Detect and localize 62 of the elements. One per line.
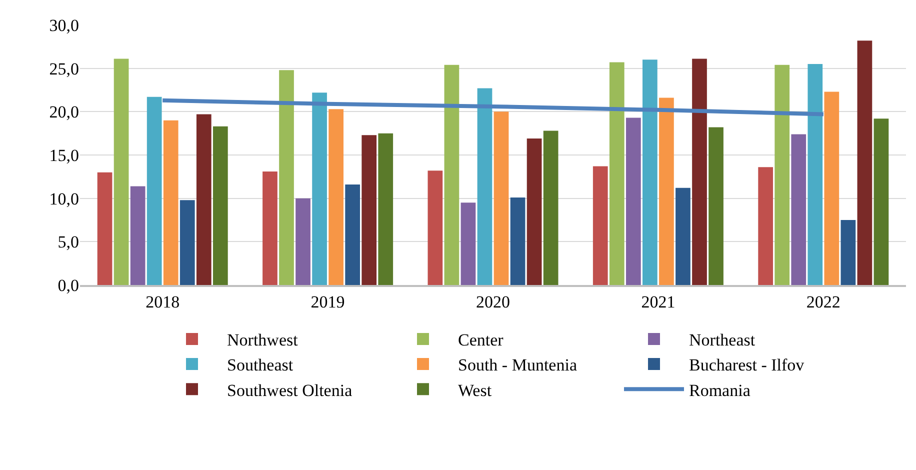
bar <box>592 166 608 285</box>
bar <box>708 127 724 285</box>
x-tick-label: 2021 <box>641 292 676 312</box>
y-tick-label: 15,0 <box>49 146 79 165</box>
bar <box>774 64 790 285</box>
bar <box>196 114 212 285</box>
bar <box>840 220 856 285</box>
bar <box>378 133 394 285</box>
x-tick-label: 2022 <box>806 292 840 312</box>
bar <box>114 58 129 285</box>
x-tick-label: 2019 <box>310 292 345 312</box>
y-tick-label: 30,0 <box>49 16 79 35</box>
bar <box>857 40 872 285</box>
legend-label: Center <box>458 330 504 350</box>
bar <box>791 134 806 285</box>
legend-label: West <box>458 380 492 400</box>
y-tick-label: 5,0 <box>58 232 79 252</box>
bar <box>874 118 889 285</box>
bar <box>428 170 443 285</box>
x-tick-label: 2020 <box>476 292 510 312</box>
bar <box>296 198 310 285</box>
legend-label: Southeast <box>227 356 294 375</box>
bar <box>510 197 526 285</box>
bar <box>692 58 707 285</box>
bar <box>345 184 360 285</box>
bar <box>444 64 460 285</box>
legend-label: Northwest <box>227 330 298 350</box>
bar <box>130 186 146 285</box>
bar <box>163 120 178 285</box>
y-tick-label: 10,0 <box>49 189 79 208</box>
bar <box>212 126 228 285</box>
bar <box>328 109 344 285</box>
bar <box>477 88 492 285</box>
y-tick-label: 20,0 <box>49 102 79 122</box>
bar <box>362 135 377 285</box>
bar <box>609 62 624 285</box>
bar <box>659 98 674 285</box>
legend-label: Bucharest - Ilfov <box>689 356 805 375</box>
bar <box>180 200 195 285</box>
bar <box>543 130 558 285</box>
y-tick-label: 25,0 <box>49 59 79 78</box>
legend-label: Northeast <box>689 330 756 350</box>
bar <box>626 118 641 285</box>
bar <box>808 64 823 285</box>
bar <box>97 172 112 285</box>
bar <box>312 92 327 285</box>
bar <box>460 202 476 285</box>
bar <box>824 92 840 285</box>
bar <box>146 96 162 285</box>
bar <box>262 171 278 285</box>
bar <box>494 112 509 285</box>
bar <box>642 60 658 285</box>
bar <box>758 167 774 285</box>
legend-label: Southwest Oltenia <box>227 380 353 400</box>
legend-label: Romania <box>689 380 751 400</box>
legend-label: South - Muntenia <box>458 356 578 375</box>
y-tick-label: 0,0 <box>58 276 79 295</box>
bar <box>526 138 542 285</box>
bar <box>676 188 690 285</box>
line-series <box>160 98 826 116</box>
bar <box>279 70 294 285</box>
x-tick-label: 2018 <box>146 292 180 312</box>
